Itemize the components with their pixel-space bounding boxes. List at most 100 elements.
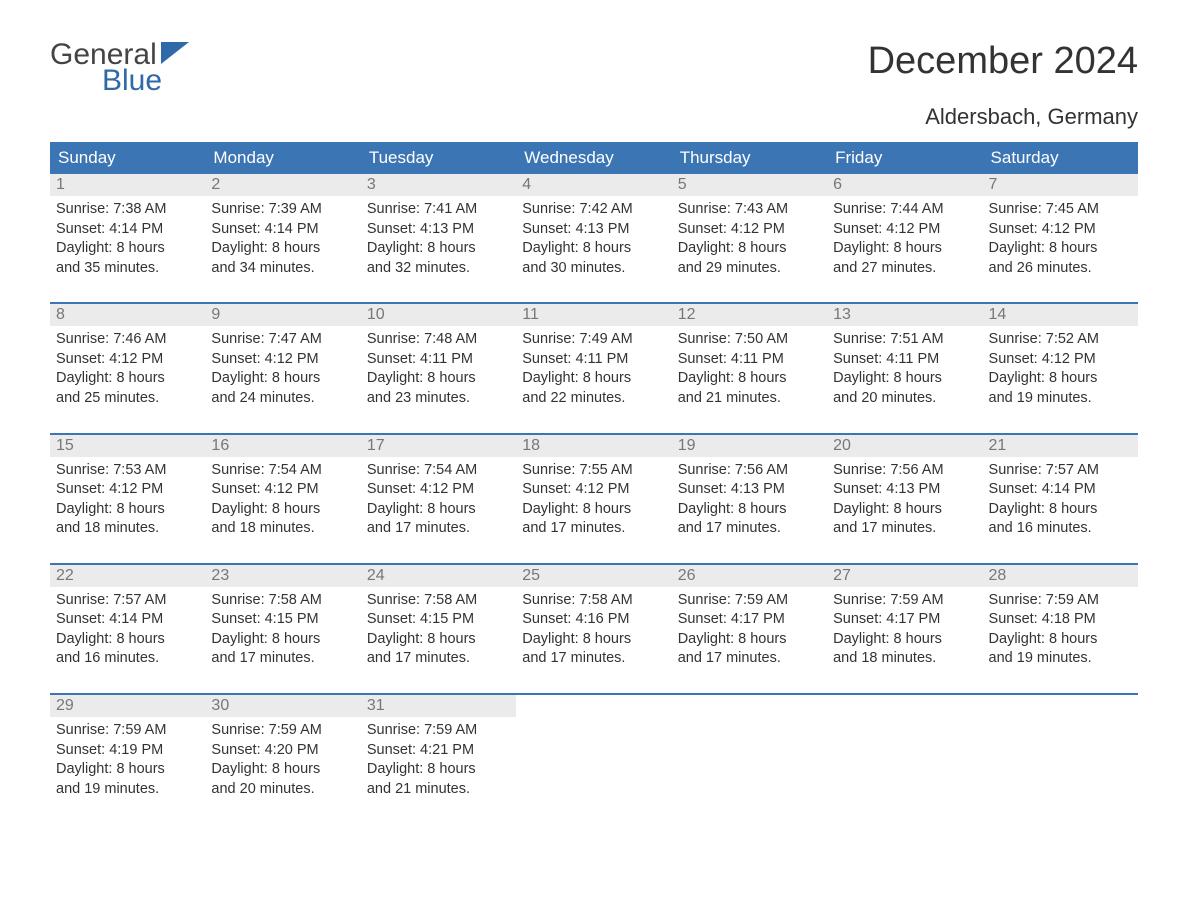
day-detail-line: Daylight: 8 hours: [678, 630, 821, 650]
day-detail-line: Sunset: 4:14 PM: [56, 220, 199, 240]
calendar-cell: 17Sunrise: 7:54 AMSunset: 4:12 PMDayligh…: [361, 435, 516, 549]
day-details: Sunrise: 7:45 AMSunset: 4:12 PMDaylight:…: [983, 196, 1138, 288]
weekday-header: Monday: [205, 142, 360, 174]
day-number: 22: [50, 565, 205, 587]
day-detail-line: and 18 minutes.: [833, 649, 976, 669]
day-detail-line: and 30 minutes.: [522, 259, 665, 279]
day-detail-line: and 34 minutes.: [211, 259, 354, 279]
day-detail-line: and 20 minutes.: [833, 389, 976, 409]
weekday-header: Thursday: [672, 142, 827, 174]
day-details: Sunrise: 7:59 AMSunset: 4:17 PMDaylight:…: [827, 587, 982, 679]
day-number: 6: [827, 174, 982, 196]
day-details: Sunrise: 7:58 AMSunset: 4:15 PMDaylight:…: [361, 587, 516, 679]
day-details: Sunrise: 7:59 AMSunset: 4:17 PMDaylight:…: [672, 587, 827, 679]
day-detail-line: Daylight: 8 hours: [989, 239, 1132, 259]
day-detail-line: and 29 minutes.: [678, 259, 821, 279]
day-detail-line: Daylight: 8 hours: [56, 239, 199, 259]
day-detail-line: Sunrise: 7:44 AM: [833, 200, 976, 220]
day-detail-line: Sunrise: 7:59 AM: [211, 721, 354, 741]
calendar-cell: 5Sunrise: 7:43 AMSunset: 4:12 PMDaylight…: [672, 174, 827, 288]
day-detail-line: Daylight: 8 hours: [56, 760, 199, 780]
day-details: Sunrise: 7:59 AMSunset: 4:19 PMDaylight:…: [50, 717, 205, 809]
day-detail-line: Sunset: 4:12 PM: [522, 480, 665, 500]
day-detail-line: and 17 minutes.: [678, 519, 821, 539]
day-detail-line: and 21 minutes.: [678, 389, 821, 409]
brand-logo: General Blue: [50, 40, 189, 96]
calendar-cell: 29Sunrise: 7:59 AMSunset: 4:19 PMDayligh…: [50, 695, 205, 809]
calendar-cell: 23Sunrise: 7:58 AMSunset: 4:15 PMDayligh…: [205, 565, 360, 679]
day-number: [516, 695, 671, 717]
day-detail-line: Sunset: 4:12 PM: [211, 480, 354, 500]
day-number: 16: [205, 435, 360, 457]
day-details: Sunrise: 7:44 AMSunset: 4:12 PMDaylight:…: [827, 196, 982, 288]
calendar-cell: 8Sunrise: 7:46 AMSunset: 4:12 PMDaylight…: [50, 304, 205, 418]
day-detail-line: Daylight: 8 hours: [678, 369, 821, 389]
day-details: Sunrise: 7:39 AMSunset: 4:14 PMDaylight:…: [205, 196, 360, 288]
calendar-cell: 26Sunrise: 7:59 AMSunset: 4:17 PMDayligh…: [672, 565, 827, 679]
day-detail-line: Sunset: 4:15 PM: [211, 610, 354, 630]
day-detail-line: Sunrise: 7:42 AM: [522, 200, 665, 220]
calendar-cell: 16Sunrise: 7:54 AMSunset: 4:12 PMDayligh…: [205, 435, 360, 549]
day-details: Sunrise: 7:43 AMSunset: 4:12 PMDaylight:…: [672, 196, 827, 288]
calendar-cell: 4Sunrise: 7:42 AMSunset: 4:13 PMDaylight…: [516, 174, 671, 288]
weekday-header: Tuesday: [361, 142, 516, 174]
day-detail-line: Sunrise: 7:59 AM: [678, 591, 821, 611]
calendar-cell: 11Sunrise: 7:49 AMSunset: 4:11 PMDayligh…: [516, 304, 671, 418]
day-detail-line: Sunrise: 7:59 AM: [989, 591, 1132, 611]
day-detail-line: Daylight: 8 hours: [367, 630, 510, 650]
day-detail-line: Sunrise: 7:56 AM: [678, 461, 821, 481]
day-detail-line: Sunrise: 7:51 AM: [833, 330, 976, 350]
day-detail-line: Daylight: 8 hours: [211, 239, 354, 259]
day-details: Sunrise: 7:59 AMSunset: 4:20 PMDaylight:…: [205, 717, 360, 809]
day-details: Sunrise: 7:56 AMSunset: 4:13 PMDaylight:…: [672, 457, 827, 549]
calendar-cell: [827, 695, 982, 809]
day-detail-line: Sunset: 4:20 PM: [211, 741, 354, 761]
calendar-cell: 18Sunrise: 7:55 AMSunset: 4:12 PMDayligh…: [516, 435, 671, 549]
day-detail-line: Sunset: 4:12 PM: [211, 350, 354, 370]
day-details: Sunrise: 7:56 AMSunset: 4:13 PMDaylight:…: [827, 457, 982, 549]
day-detail-line: Sunrise: 7:56 AM: [833, 461, 976, 481]
day-detail-line: and 32 minutes.: [367, 259, 510, 279]
day-detail-line: Sunset: 4:15 PM: [367, 610, 510, 630]
day-number: 5: [672, 174, 827, 196]
day-number: 8: [50, 304, 205, 326]
calendar-grid: SundayMondayTuesdayWednesdayThursdayFrid…: [50, 142, 1138, 809]
weekday-header: Wednesday: [516, 142, 671, 174]
day-details: Sunrise: 7:50 AMSunset: 4:11 PMDaylight:…: [672, 326, 827, 418]
day-details: Sunrise: 7:51 AMSunset: 4:11 PMDaylight:…: [827, 326, 982, 418]
day-detail-line: Sunset: 4:14 PM: [211, 220, 354, 240]
calendar-cell: 9Sunrise: 7:47 AMSunset: 4:12 PMDaylight…: [205, 304, 360, 418]
day-details: Sunrise: 7:54 AMSunset: 4:12 PMDaylight:…: [205, 457, 360, 549]
calendar-cell: 27Sunrise: 7:59 AMSunset: 4:17 PMDayligh…: [827, 565, 982, 679]
day-detail-line: Sunset: 4:12 PM: [678, 220, 821, 240]
weekday-header: Friday: [827, 142, 982, 174]
day-details: Sunrise: 7:48 AMSunset: 4:11 PMDaylight:…: [361, 326, 516, 418]
day-number: 27: [827, 565, 982, 587]
day-detail-line: and 18 minutes.: [56, 519, 199, 539]
day-detail-line: and 24 minutes.: [211, 389, 354, 409]
day-number: 20: [827, 435, 982, 457]
day-details: Sunrise: 7:57 AMSunset: 4:14 PMDaylight:…: [50, 587, 205, 679]
day-detail-line: and 17 minutes.: [367, 519, 510, 539]
day-details: Sunrise: 7:42 AMSunset: 4:13 PMDaylight:…: [516, 196, 671, 288]
calendar-cell: 3Sunrise: 7:41 AMSunset: 4:13 PMDaylight…: [361, 174, 516, 288]
day-detail-line: and 23 minutes.: [367, 389, 510, 409]
weekday-header-row: SundayMondayTuesdayWednesdayThursdayFrid…: [50, 142, 1138, 174]
day-number: 1: [50, 174, 205, 196]
calendar-cell: 21Sunrise: 7:57 AMSunset: 4:14 PMDayligh…: [983, 435, 1138, 549]
day-detail-line: Sunset: 4:12 PM: [989, 220, 1132, 240]
day-detail-line: Sunset: 4:12 PM: [56, 350, 199, 370]
location-subtitle: Aldersbach, Germany: [50, 104, 1138, 130]
calendar-cell: 22Sunrise: 7:57 AMSunset: 4:14 PMDayligh…: [50, 565, 205, 679]
day-detail-line: Sunrise: 7:50 AM: [678, 330, 821, 350]
weekday-header: Saturday: [983, 142, 1138, 174]
day-detail-line: Sunrise: 7:57 AM: [989, 461, 1132, 481]
day-number: 15: [50, 435, 205, 457]
day-detail-line: Sunrise: 7:39 AM: [211, 200, 354, 220]
day-details: Sunrise: 7:38 AMSunset: 4:14 PMDaylight:…: [50, 196, 205, 288]
calendar-cell: 12Sunrise: 7:50 AMSunset: 4:11 PMDayligh…: [672, 304, 827, 418]
day-number: [983, 695, 1138, 717]
day-detail-line: Daylight: 8 hours: [56, 630, 199, 650]
calendar-cell: 30Sunrise: 7:59 AMSunset: 4:20 PMDayligh…: [205, 695, 360, 809]
day-number: 18: [516, 435, 671, 457]
